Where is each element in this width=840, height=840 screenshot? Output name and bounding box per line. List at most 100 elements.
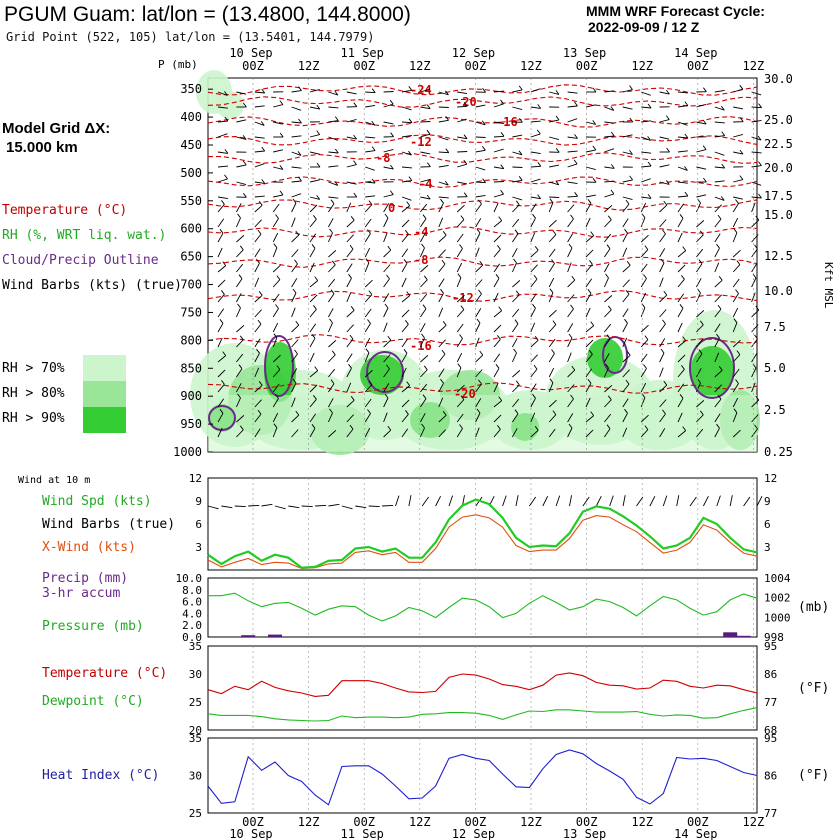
wind-barb-flag [261,179,266,184]
forecast-cycle-line2: 2022-09-09 / 12 Z [588,19,700,35]
wind-barb [383,194,394,198]
wind-barb-flag [440,378,444,384]
wind-barb [493,103,504,108]
wind-barb-flag [457,363,462,368]
wind-barb-flag [702,119,707,125]
temperature-line [207,672,758,697]
wind-barb [475,232,481,243]
wind-barb-flag [384,213,389,219]
wind-barb [604,193,615,198]
wind-barb-flag [514,229,519,234]
temperature-contour-7 [207,226,758,238]
wind-barb-flag [481,120,486,126]
wind-barb-flag [261,146,266,152]
wind-barb [383,103,394,108]
wind-barb [548,414,557,423]
wind-barb [530,249,539,258]
wind-barb [328,151,339,154]
wind-barb [585,217,591,228]
wind-barb [401,151,412,156]
page-title: PGUM Guam: lat/lon = (13.4800, 144.8000) [4,3,411,26]
wind-barb-flag [663,380,668,386]
wind-barb-flag [463,102,468,107]
wind-barb [567,294,575,303]
wind-barb [456,277,462,288]
wind-barb [328,91,339,96]
surface-wind-barb [529,496,537,507]
wind-barb-flag [239,245,244,251]
wind-barb [659,219,667,228]
wind-barb [236,136,247,140]
wind-barb [309,352,315,363]
wind-barb [328,106,339,109]
wind-barb [291,278,298,288]
wind-barb [512,248,518,258]
pressure-panel: 10.08.06.04.02.00.0 1004 1002 1000 998 [176,572,791,644]
top-date-label: 11 Sep [341,46,384,60]
legend-wind-barbs: Wind Barbs (kts) (true) [2,278,183,293]
wind-barb [622,134,633,138]
temperature-contour-label-8: -8 [414,253,428,267]
wind-barb-flag [423,275,428,281]
wind-barb [493,121,504,125]
wind-barb [475,412,481,423]
bottom-hour-label: 12Z [520,815,542,829]
wind-barb-flag [237,213,241,219]
wind-barb-flag [514,319,519,324]
wind-barb [291,339,299,348]
wind-barb-flag [463,134,468,139]
wind-barb [604,263,610,273]
heat-index-tick-label: 30 [189,770,202,783]
wind-barb [585,166,596,171]
wind-barb-flag [571,365,576,371]
temperature-contour-label-5: -4 [418,177,432,191]
wind-barb [438,181,449,186]
wind-barb-flag [735,289,739,294]
wind-barb [677,150,688,153]
wind-barb [567,195,578,198]
wind-barb-flag [350,396,355,401]
wind-barb [346,292,352,303]
wind-barb [328,308,334,318]
wind-barb [732,264,741,273]
wind-barb-flag [445,90,449,96]
heat-index-panel-frame [207,737,758,814]
pressure-tick-label: 450 [180,138,202,152]
wind-barb-flag [441,349,446,355]
wind-barb [641,106,652,109]
wind-barb-flag [515,290,520,296]
wind-barb-flag [568,333,573,339]
pressure-tick-label: 500 [180,166,202,180]
temperature-contour-label-3: -12 [410,135,432,149]
wind-barb [714,337,720,348]
wind-barb [438,234,447,243]
wind-barb [327,232,333,243]
wind-barb-flag [403,259,408,264]
wind-barb [696,368,702,378]
wind-barb-flag [498,216,503,221]
wind-barb-flag [238,364,243,369]
wind-barb [383,322,388,333]
wind-barb [236,325,245,333]
wind-barb [530,88,541,93]
wind-barb [512,370,521,378]
wind-barb [254,294,263,303]
wind-tick-label-right: 6 [764,518,771,531]
wind-barb [732,429,741,438]
wind-barb [732,368,740,378]
wind-barb-flag [532,303,536,309]
wind-barb [236,181,247,186]
wind-barb [714,369,723,378]
wind-barb-flag [587,379,592,384]
wind-barb-flag [295,230,300,236]
temperature-contour-9 [207,290,758,302]
precip-tick-label: 2.0 [182,619,202,632]
wind-barb [457,118,467,123]
wind-barb [493,263,501,273]
wind-barb [696,400,705,408]
wind-barb [548,234,557,243]
wind-barb-flag [294,259,298,265]
wind-barb-flag [721,163,726,169]
wind-barb [530,354,538,363]
wind-barb-flag [243,193,247,198]
